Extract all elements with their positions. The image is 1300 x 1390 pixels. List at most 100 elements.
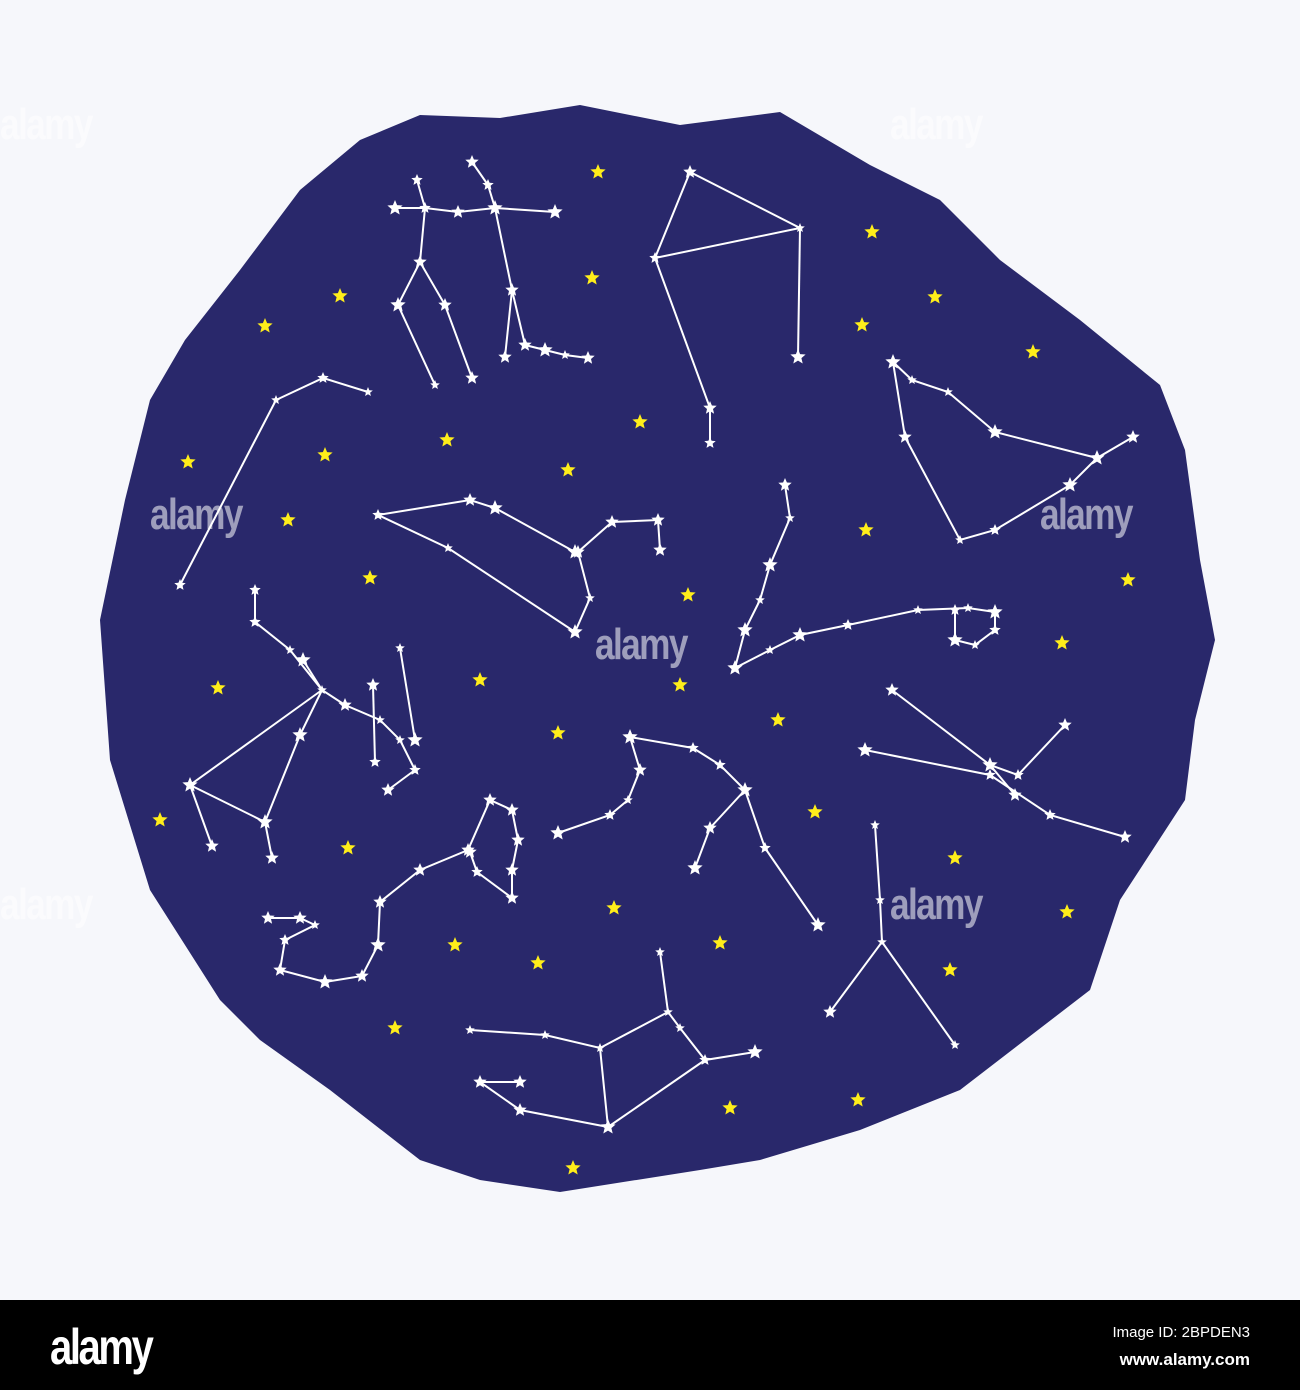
yellow-star-icon bbox=[864, 224, 880, 239]
constellation-line bbox=[377, 514, 661, 634]
white-star-icon bbox=[505, 863, 519, 876]
white-star-icon bbox=[651, 513, 665, 526]
white-star-icon bbox=[649, 252, 661, 263]
white-star-icon bbox=[703, 401, 717, 414]
white-star-icon bbox=[518, 338, 532, 351]
white-star-icon bbox=[338, 698, 352, 711]
white-star-icon bbox=[513, 1075, 527, 1088]
white-star-icon bbox=[810, 917, 826, 932]
white-star-icon bbox=[913, 605, 923, 614]
white-star-icon bbox=[419, 202, 431, 213]
yellow-star-icon bbox=[1120, 572, 1136, 587]
watermark: alamy bbox=[0, 880, 93, 929]
white-star-icon bbox=[675, 1023, 685, 1032]
white-star-icon bbox=[714, 759, 726, 770]
white-star-icon bbox=[249, 584, 261, 595]
white-star-icon bbox=[369, 756, 381, 767]
white-star-icon bbox=[842, 619, 854, 630]
constellation-line bbox=[733, 484, 996, 670]
white-star-icon bbox=[395, 735, 405, 744]
white-star-icon bbox=[505, 803, 519, 816]
yellow-stars bbox=[152, 164, 1136, 1175]
white-star-icon bbox=[567, 544, 583, 559]
white-star-icon bbox=[293, 911, 307, 924]
yellow-star-icon bbox=[858, 522, 874, 537]
constellation-line bbox=[864, 749, 1126, 838]
white-star-icon bbox=[355, 969, 369, 982]
white-star-icon bbox=[366, 678, 380, 691]
yellow-star-icon bbox=[439, 432, 455, 447]
yellow-star-icon bbox=[942, 962, 958, 977]
watermark: alamy bbox=[1040, 490, 1133, 539]
yellow-star-icon bbox=[565, 1160, 581, 1175]
white-star-icon bbox=[265, 851, 279, 864]
yellow-star-icon bbox=[280, 512, 296, 527]
white-star-icon bbox=[949, 604, 961, 615]
constellation-line bbox=[607, 1059, 706, 1128]
white-star-icon bbox=[411, 174, 423, 185]
white-star-icon bbox=[785, 513, 795, 522]
white-star-icon bbox=[989, 624, 1001, 635]
yellow-star-icon bbox=[680, 587, 696, 602]
yellow-star-icon bbox=[672, 677, 688, 692]
yellow-star-icon bbox=[1025, 344, 1041, 359]
white-star-icon bbox=[633, 763, 647, 776]
yellow-star-icon bbox=[722, 1100, 738, 1115]
white-star-icon bbox=[407, 732, 423, 747]
white-star-icon bbox=[465, 1025, 475, 1034]
white-star-icon bbox=[547, 204, 563, 219]
yellow-star-icon bbox=[180, 454, 196, 469]
white-star-icon bbox=[261, 911, 275, 924]
white-star-icon bbox=[898, 430, 912, 443]
white-star-icon bbox=[759, 842, 771, 853]
white-star-icon bbox=[595, 1043, 605, 1052]
footer-bar: alamy Image ID: 2BPDEN3 www.alamy.com bbox=[0, 1300, 1300, 1390]
yellow-star-icon bbox=[632, 414, 648, 429]
white-star-icon bbox=[482, 179, 494, 190]
white-star-icon bbox=[279, 934, 291, 945]
white-star-icon bbox=[317, 372, 329, 383]
yellow-star-icon bbox=[550, 725, 566, 740]
yellow-star-icon bbox=[317, 447, 333, 462]
constellation-line bbox=[372, 684, 376, 763]
white-star-icon bbox=[295, 652, 311, 667]
yellow-star-icon bbox=[340, 840, 356, 855]
white-star-icon bbox=[857, 742, 873, 757]
white-star-icon bbox=[372, 509, 384, 520]
constellation-line bbox=[557, 735, 819, 926]
white-star-icon bbox=[174, 579, 186, 590]
website-link: www.alamy.com bbox=[1119, 1350, 1250, 1369]
constellation-line bbox=[659, 951, 669, 1013]
constellation-line bbox=[829, 824, 884, 1013]
white-star-icon bbox=[257, 814, 273, 829]
white-star-icon bbox=[790, 349, 806, 364]
white-star-icon bbox=[465, 371, 479, 384]
white-star-icon bbox=[792, 627, 808, 642]
white-star-icon bbox=[443, 543, 453, 552]
white-star-icon bbox=[249, 616, 261, 627]
white-star-icon bbox=[182, 777, 198, 792]
constellation-line bbox=[653, 171, 803, 260]
image-id: Image ID: 2BPDEN3 bbox=[1112, 1324, 1250, 1341]
white-star-icon bbox=[747, 1044, 763, 1059]
yellow-star-icon bbox=[584, 270, 600, 285]
white-star-icon bbox=[451, 205, 465, 218]
white-star-icon bbox=[955, 535, 965, 544]
white-star-icon bbox=[737, 622, 753, 637]
white-star-icon bbox=[885, 683, 899, 696]
white-star-icon bbox=[737, 782, 753, 797]
constellation-line bbox=[881, 941, 956, 1046]
yellow-star-icon bbox=[850, 1092, 866, 1107]
yellow-star-icon bbox=[257, 318, 273, 333]
white-star-icon bbox=[560, 350, 570, 359]
white-star-icon bbox=[292, 727, 308, 742]
white-star-icon bbox=[604, 809, 616, 820]
white-star-icon bbox=[271, 395, 281, 404]
white-star-icon bbox=[430, 380, 440, 389]
yellow-star-icon bbox=[560, 462, 576, 477]
constellation-line bbox=[797, 227, 801, 358]
white-star-icon bbox=[505, 891, 519, 904]
white-star-icon bbox=[778, 478, 792, 491]
white-star-icon bbox=[483, 793, 497, 806]
white-star-icon bbox=[663, 1007, 673, 1016]
